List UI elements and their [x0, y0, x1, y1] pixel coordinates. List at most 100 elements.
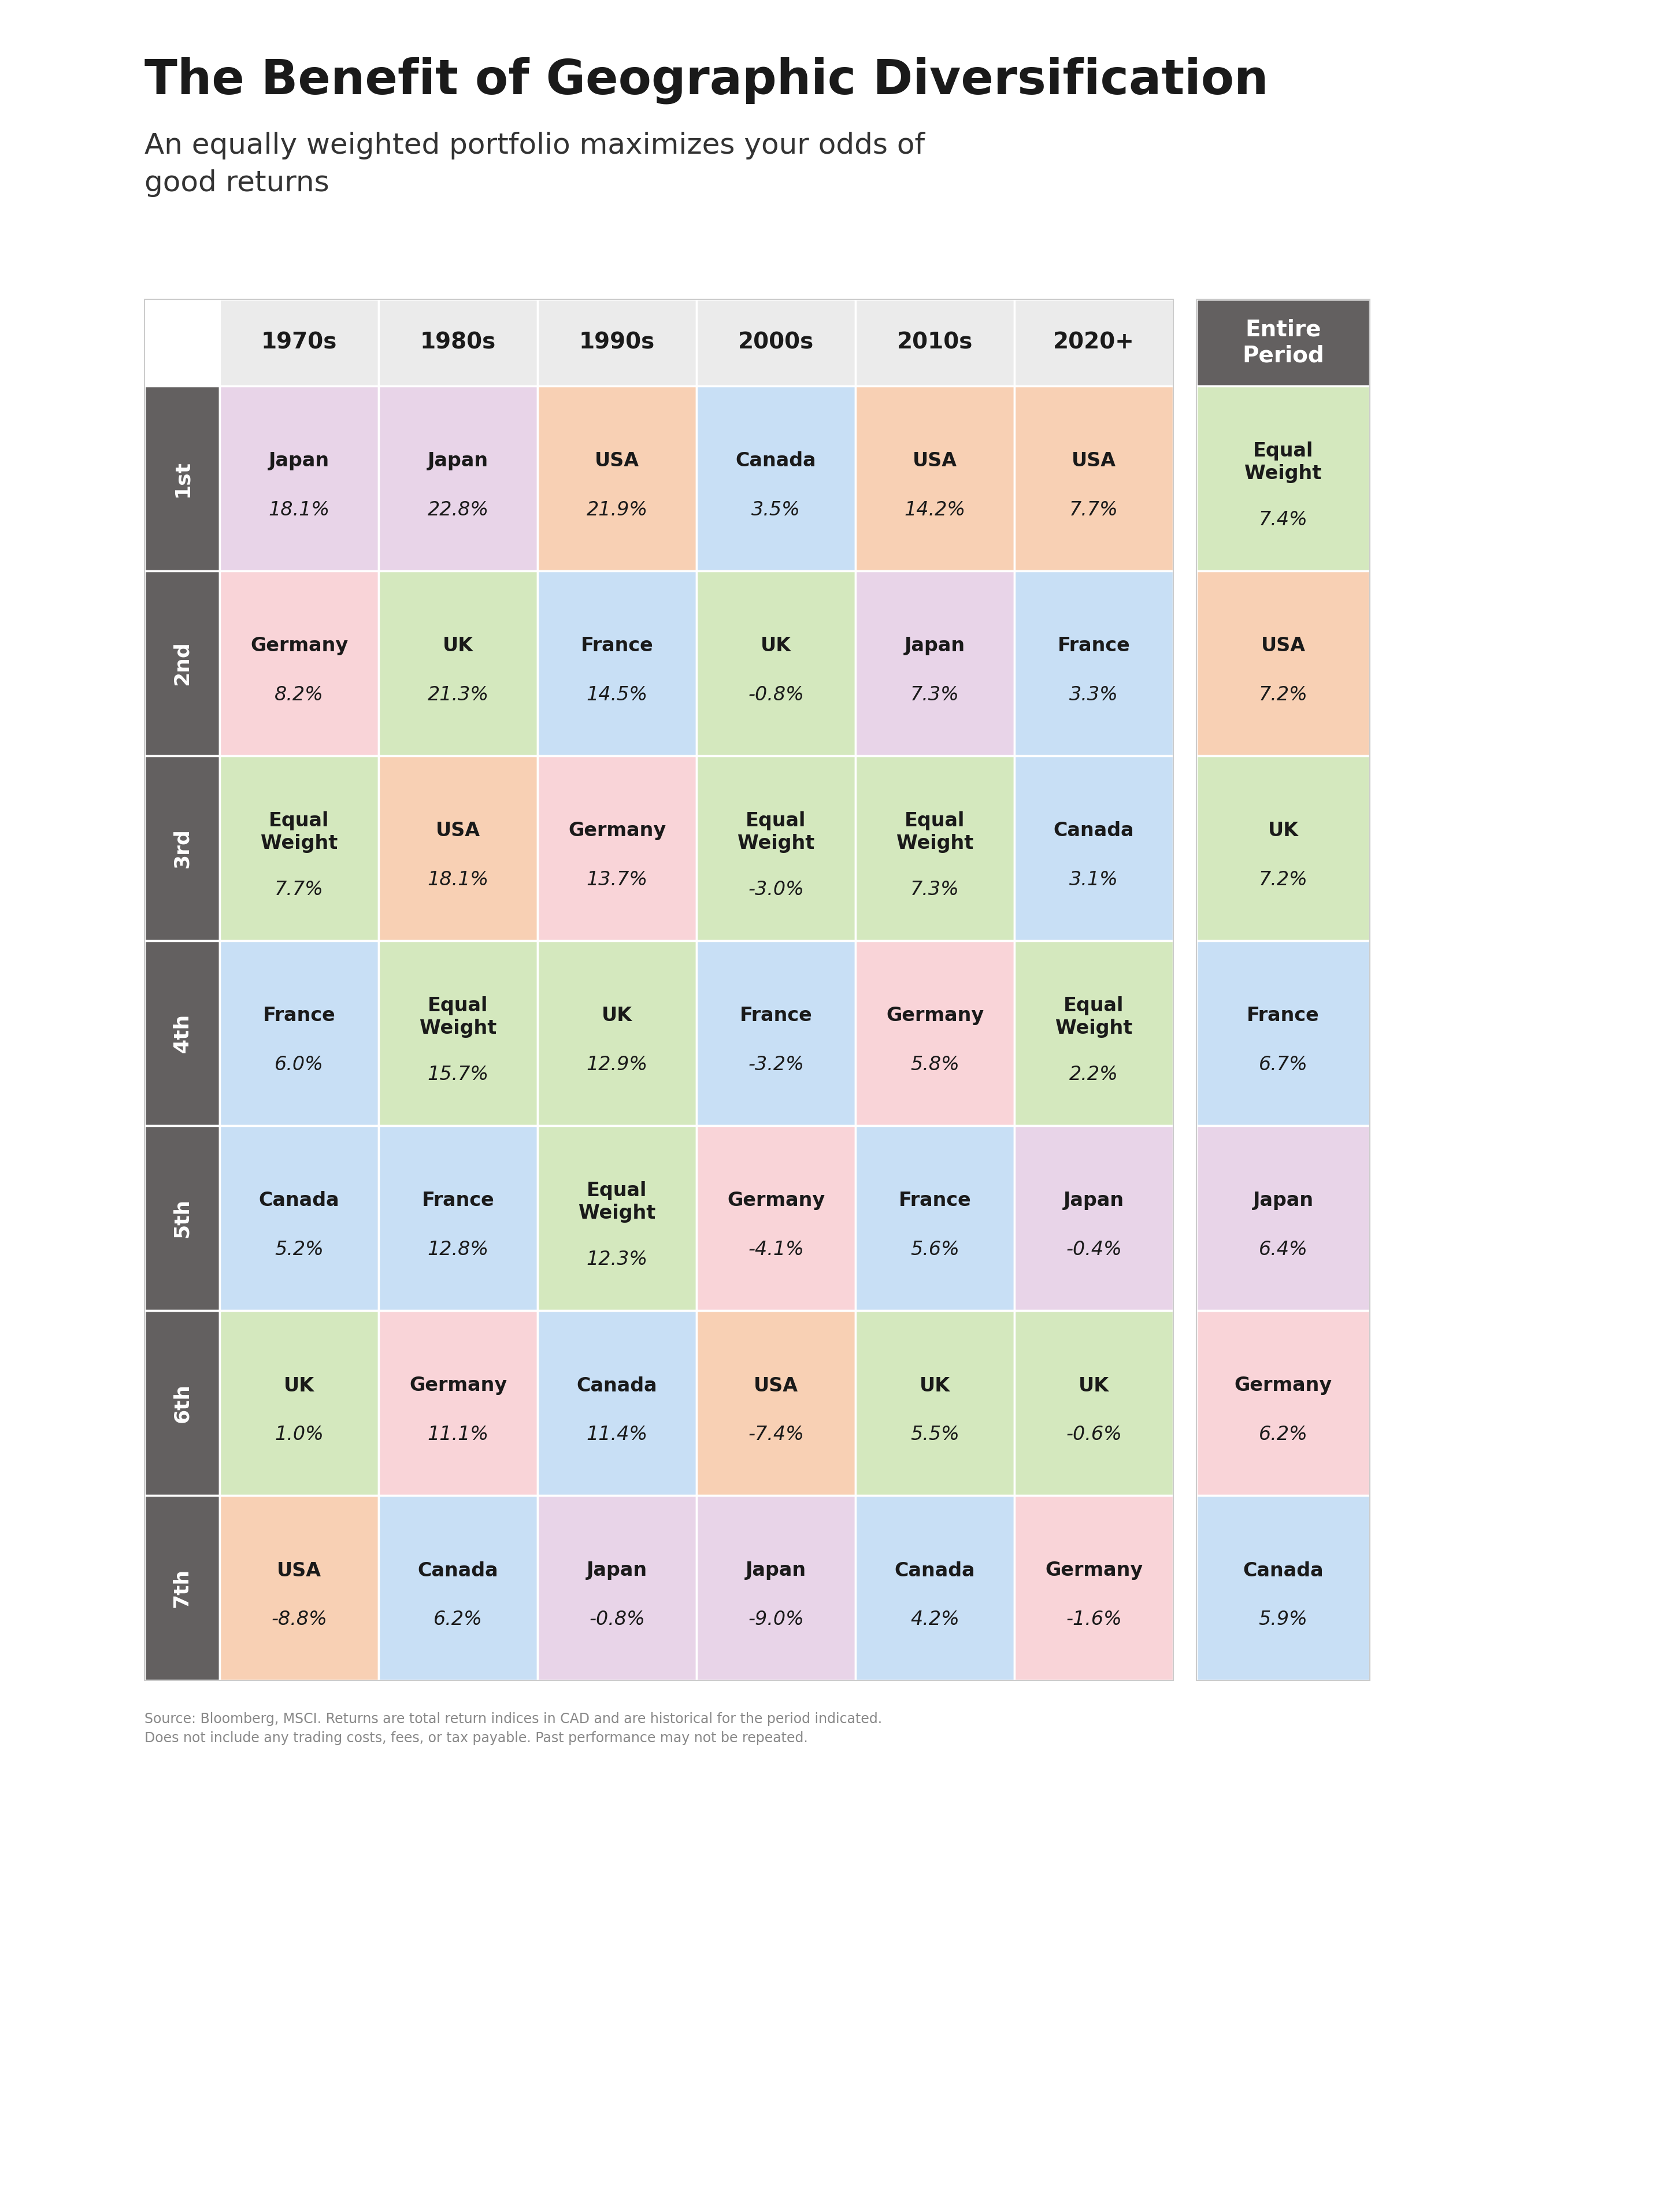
- FancyBboxPatch shape: [856, 1495, 1015, 1681]
- Text: 13.7%: 13.7%: [586, 872, 648, 889]
- FancyBboxPatch shape: [538, 571, 697, 757]
- Text: 7.3%: 7.3%: [910, 880, 960, 900]
- FancyBboxPatch shape: [219, 1310, 379, 1495]
- Text: Source: Bloomberg, MSCI. Returns are total return indices in CAD and are histori: Source: Bloomberg, MSCI. Returns are tot…: [144, 1712, 883, 1745]
- Text: 7.4%: 7.4%: [1258, 511, 1308, 529]
- Text: 7.2%: 7.2%: [1258, 686, 1308, 706]
- FancyBboxPatch shape: [856, 387, 1015, 571]
- FancyBboxPatch shape: [538, 299, 697, 387]
- Text: Canada: Canada: [894, 1562, 975, 1579]
- Text: Canada: Canada: [735, 451, 816, 471]
- Bar: [1196, 299, 1370, 1681]
- FancyBboxPatch shape: [856, 1310, 1015, 1495]
- Text: 6.4%: 6.4%: [1258, 1241, 1308, 1259]
- Text: Entire
Period: Entire Period: [1243, 319, 1325, 367]
- Text: 7.7%: 7.7%: [275, 880, 323, 900]
- Text: Canada: Canada: [1054, 821, 1134, 841]
- Text: 1980s: 1980s: [420, 332, 496, 354]
- Text: Equal
Weight: Equal Weight: [737, 812, 814, 852]
- FancyBboxPatch shape: [219, 1495, 379, 1681]
- FancyBboxPatch shape: [379, 1495, 538, 1681]
- Text: Equal
Weight: Equal Weight: [896, 812, 973, 852]
- Text: 21.3%: 21.3%: [427, 686, 489, 706]
- Text: USA: USA: [913, 451, 956, 471]
- Text: 3.3%: 3.3%: [1069, 686, 1119, 706]
- Text: 5.9%: 5.9%: [1258, 1610, 1308, 1630]
- FancyBboxPatch shape: [538, 1310, 697, 1495]
- FancyBboxPatch shape: [1015, 940, 1172, 1126]
- Text: Germany: Germany: [727, 1192, 824, 1210]
- FancyBboxPatch shape: [1015, 1495, 1172, 1681]
- Text: Japan: Japan: [745, 1562, 806, 1579]
- Text: -0.8%: -0.8%: [749, 686, 804, 706]
- FancyBboxPatch shape: [219, 571, 379, 757]
- Text: Japan: Japan: [586, 1562, 647, 1579]
- Text: 7th: 7th: [173, 1568, 193, 1608]
- Text: France: France: [740, 1006, 812, 1026]
- Text: 6.2%: 6.2%: [1258, 1425, 1308, 1444]
- Text: UK: UK: [442, 637, 474, 655]
- FancyBboxPatch shape: [1015, 571, 1172, 757]
- FancyBboxPatch shape: [379, 757, 538, 940]
- Text: France: France: [898, 1192, 971, 1210]
- Text: Germany: Germany: [1045, 1562, 1142, 1579]
- Text: 12.8%: 12.8%: [427, 1241, 489, 1259]
- FancyBboxPatch shape: [856, 1126, 1015, 1310]
- Text: 1st: 1st: [173, 460, 193, 498]
- Text: 4.2%: 4.2%: [910, 1610, 960, 1630]
- FancyBboxPatch shape: [379, 1126, 538, 1310]
- FancyBboxPatch shape: [1015, 1126, 1172, 1310]
- FancyBboxPatch shape: [697, 571, 856, 757]
- FancyBboxPatch shape: [697, 1310, 856, 1495]
- FancyBboxPatch shape: [219, 940, 379, 1126]
- Text: 6.0%: 6.0%: [275, 1055, 323, 1075]
- Text: 4th: 4th: [173, 1013, 193, 1053]
- Text: -9.0%: -9.0%: [749, 1610, 804, 1630]
- Text: 1.0%: 1.0%: [275, 1425, 323, 1444]
- Text: An equally weighted portfolio maximizes your odds of
good returns: An equally weighted portfolio maximizes …: [144, 133, 925, 197]
- Text: 12.9%: 12.9%: [586, 1055, 648, 1075]
- FancyBboxPatch shape: [1015, 757, 1172, 940]
- Text: Equal
Weight: Equal Weight: [1245, 442, 1322, 482]
- Text: Japan: Japan: [268, 451, 330, 471]
- Text: -0.4%: -0.4%: [1065, 1241, 1122, 1259]
- Text: 7.2%: 7.2%: [1258, 872, 1308, 889]
- FancyBboxPatch shape: [856, 299, 1015, 387]
- Text: -3.0%: -3.0%: [749, 880, 804, 900]
- Text: UK: UK: [601, 1006, 633, 1026]
- FancyBboxPatch shape: [697, 299, 856, 387]
- FancyBboxPatch shape: [219, 757, 379, 940]
- Text: 5.2%: 5.2%: [275, 1241, 323, 1259]
- Text: UK: UK: [760, 637, 791, 655]
- Text: 3rd: 3rd: [173, 827, 193, 867]
- Text: 2020+: 2020+: [1054, 332, 1134, 354]
- FancyBboxPatch shape: [144, 387, 219, 571]
- FancyBboxPatch shape: [1196, 1310, 1370, 1495]
- FancyBboxPatch shape: [697, 940, 856, 1126]
- Text: USA: USA: [436, 821, 481, 841]
- Text: Japan: Japan: [904, 637, 965, 655]
- FancyBboxPatch shape: [697, 1126, 856, 1310]
- FancyBboxPatch shape: [856, 940, 1015, 1126]
- Text: 5.5%: 5.5%: [910, 1425, 960, 1444]
- FancyBboxPatch shape: [379, 940, 538, 1126]
- FancyBboxPatch shape: [1196, 299, 1370, 387]
- FancyBboxPatch shape: [1196, 757, 1370, 940]
- FancyBboxPatch shape: [1196, 387, 1370, 571]
- Text: 2.2%: 2.2%: [1069, 1066, 1119, 1084]
- Text: 14.2%: 14.2%: [904, 500, 965, 520]
- Text: 7.3%: 7.3%: [910, 686, 960, 706]
- Text: -0.6%: -0.6%: [1065, 1425, 1122, 1444]
- FancyBboxPatch shape: [219, 1126, 379, 1310]
- Text: 18.1%: 18.1%: [427, 872, 489, 889]
- Text: Japan: Japan: [427, 451, 489, 471]
- Text: Canada: Canada: [576, 1376, 657, 1396]
- FancyBboxPatch shape: [379, 571, 538, 757]
- Text: Canada: Canada: [417, 1562, 499, 1579]
- FancyBboxPatch shape: [538, 1495, 697, 1681]
- Text: USA: USA: [276, 1562, 322, 1579]
- Text: 8.2%: 8.2%: [275, 686, 323, 706]
- Text: 3.1%: 3.1%: [1069, 872, 1119, 889]
- Text: 5.8%: 5.8%: [910, 1055, 960, 1075]
- FancyBboxPatch shape: [1196, 1126, 1370, 1310]
